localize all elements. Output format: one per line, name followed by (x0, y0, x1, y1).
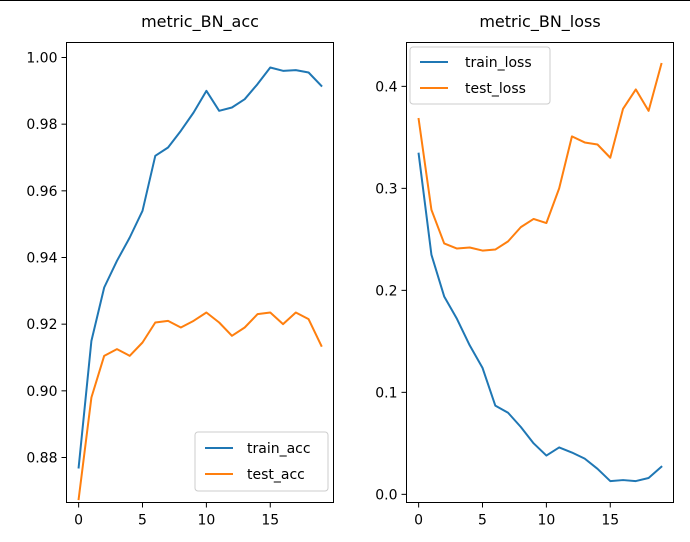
legend-label-test-acc: test_acc (247, 467, 305, 483)
y-tick-label: 0.92 (26, 317, 57, 333)
tick-layer: 0 5 10 15 0.88 0.90 0.92 0.94 0.96 0.98 1.00 (26, 51, 279, 529)
legend-frame (194, 431, 329, 492)
axes-frame (406, 42, 674, 503)
legend: train_loss test_loss (409, 46, 551, 105)
tick-layer: 0 5 10 15 0.0 0.1 0.2 0.3 0.4 (375, 79, 619, 528)
series-layer (77, 66, 323, 501)
x-tick-label: 0 (74, 513, 83, 529)
x-tick-label: 15 (601, 513, 619, 529)
subplot-title: metric_BN_loss (479, 12, 600, 32)
legend-label-train-acc: train_acc (247, 441, 311, 457)
y-tick-label: 0.2 (375, 283, 397, 299)
legend-label-test-loss: test_loss (465, 81, 526, 97)
x-tick-label: 10 (537, 513, 555, 529)
x-tick-label: 15 (261, 513, 279, 529)
y-tick-label: 1.00 (26, 51, 57, 67)
legend-label-train-loss: train_loss (465, 55, 532, 71)
y-tick-label: 0.90 (26, 384, 57, 400)
y-tick-label: 0.88 (26, 451, 57, 467)
x-tick-label: 0 (414, 513, 423, 529)
x-tick-label: 10 (197, 513, 215, 529)
series-line-test-loss (417, 62, 663, 252)
series-line-train-loss (417, 152, 663, 483)
x-tick-label: 5 (478, 513, 487, 529)
subplot-loss: metric_BN_loss 0 5 10 15 0.0 0.1 0.2 0.3 0.4 tra… (375, 12, 674, 529)
y-tick-label: 0.3 (375, 181, 397, 197)
y-tick-label: 0.94 (26, 251, 57, 267)
y-tick-label: 0.1 (375, 385, 397, 401)
series-line-train-acc (77, 66, 323, 469)
y-tick-label: 0.98 (26, 117, 57, 133)
series-layer (417, 62, 663, 483)
x-tick-label: 5 (138, 513, 147, 529)
y-tick-label: 0.4 (375, 79, 397, 95)
series-line-test-acc (77, 311, 323, 501)
subplot-acc: metric_BN_acc 0 5 10 15 0.88 0.90 0.92 0.94 0.96… (26, 12, 334, 529)
axes-frame (66, 42, 334, 503)
y-tick-label: 0.96 (26, 184, 57, 200)
subplot-title: metric_BN_acc (141, 12, 259, 32)
legend: train_acc test_acc (194, 431, 329, 492)
y-tick-label: 0.0 (375, 487, 397, 503)
top-border-line (0, 0, 690, 1)
